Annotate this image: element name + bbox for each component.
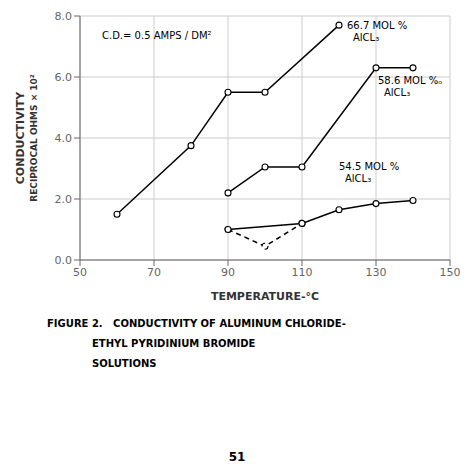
svg-text:50: 50 — [73, 266, 87, 279]
svg-text:70: 70 — [147, 266, 161, 279]
html-text:51: 51 — [228, 450, 246, 464]
svg-text:0.0: 0.0 — [55, 254, 73, 267]
html-text:SOLUTIONS: SOLUTIONS — [92, 358, 157, 369]
html-text:C.D.= 0.5 AMPS / DM²: C.D.= 0.5 AMPS / DM² — [102, 30, 212, 41]
svg-text:130: 130 — [366, 266, 387, 279]
svg-text:RECIPROCAL OHMS × 10²: RECIPROCAL OHMS × 10² — [29, 74, 39, 202]
svg-text:TEMPERATURE-°C: TEMPERATURE-°C — [211, 290, 319, 303]
svg-text:4.0: 4.0 — [55, 132, 73, 145]
svg-text:58.6 MOL %ₒAlCL₃: 58.6 MOL %ₒAlCL₃ — [378, 75, 442, 98]
svg-text:2.0: 2.0 — [55, 193, 73, 206]
svg-text:54.5 MOL %AlCL₃: 54.5 MOL %AlCL₃ — [339, 161, 399, 184]
svg-text:150: 150 — [440, 266, 461, 279]
html-text:ETHYL PYRIDINIUM BROMIDE: ETHYL PYRIDINIUM BROMIDE — [92, 338, 256, 349]
svg-text:6.0: 6.0 — [55, 71, 73, 84]
svg-text:90: 90 — [221, 266, 235, 279]
svg-text:CONDUCTIVITY: CONDUCTIVITY — [14, 91, 27, 184]
svg-text:8.0: 8.0 — [55, 10, 73, 23]
html-text:FIGURE 2. CONDUCTIVITY OF ALUM: FIGURE 2. CONDUCTIVITY OF ALUMINUM CHLOR… — [47, 318, 346, 329]
svg-text:66.7 MOL %AlCL₃: 66.7 MOL %AlCL₃ — [347, 20, 407, 43]
svg-text:110: 110 — [292, 266, 313, 279]
